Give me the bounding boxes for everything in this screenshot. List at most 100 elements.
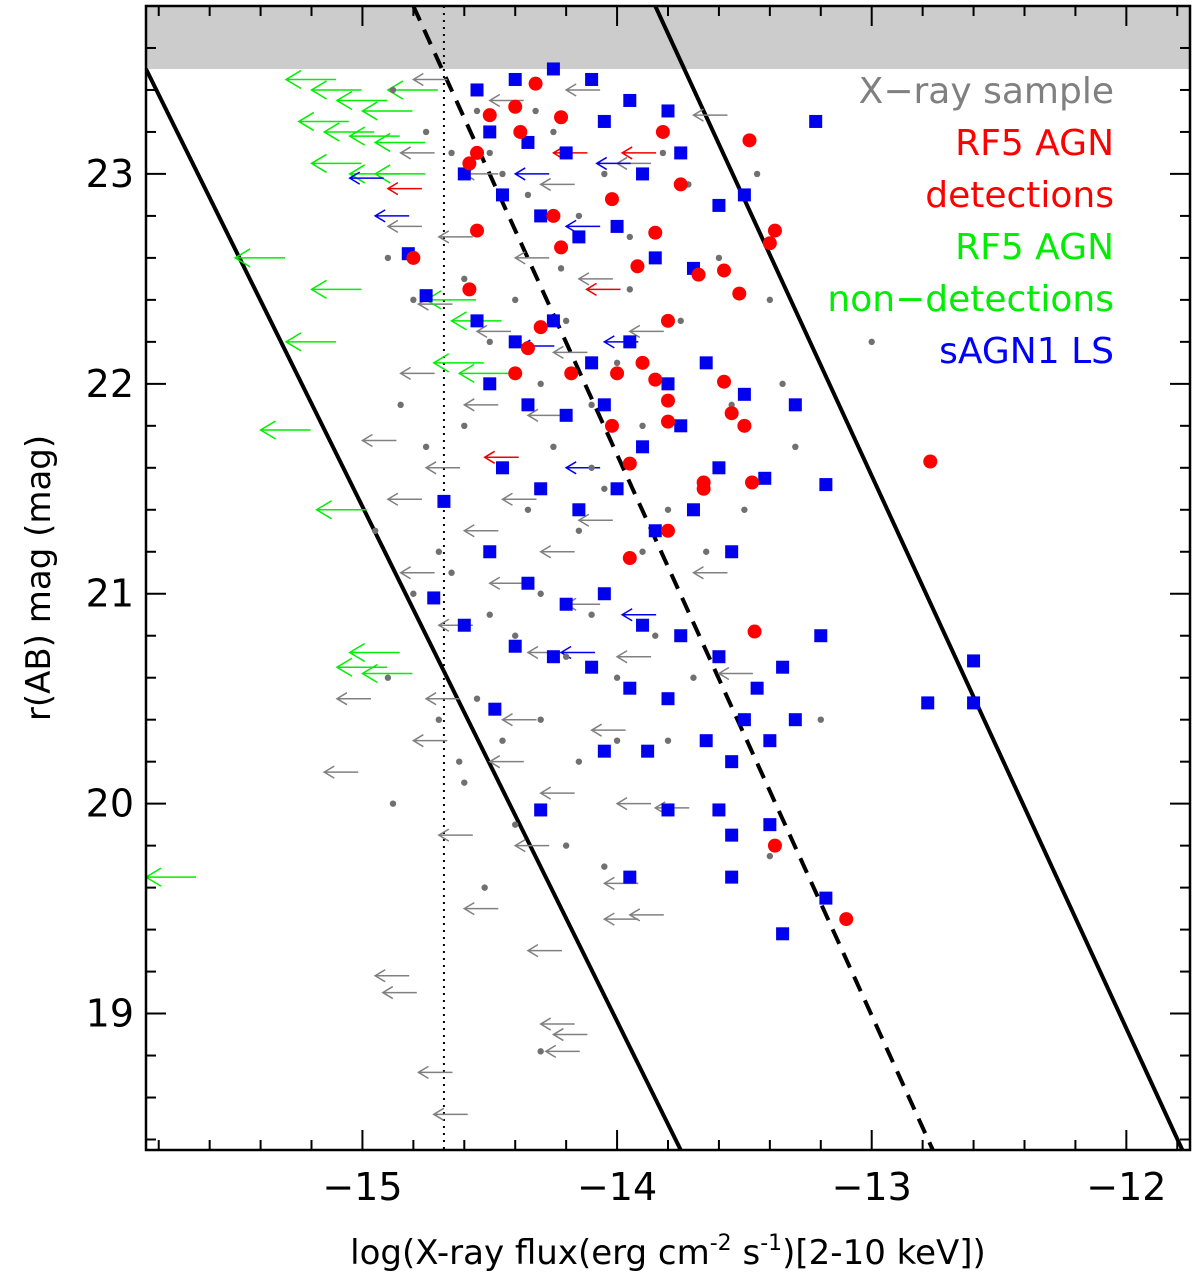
sagn1-ls-point bbox=[674, 146, 688, 160]
sagn1-ls-point bbox=[483, 377, 497, 391]
sagn1-ls-point bbox=[597, 587, 611, 601]
rf5-agn-non-detections-arrow bbox=[432, 353, 484, 373]
x-ray-sample-point bbox=[588, 611, 595, 618]
rf5-agn-detections-point bbox=[604, 192, 619, 207]
x-ray-sample-point bbox=[550, 128, 557, 136]
rf5-agn-detections-point bbox=[648, 372, 663, 387]
sagn1-ls-point bbox=[674, 629, 688, 643]
upper-limits-blue-arrow bbox=[513, 167, 550, 181]
upper-limits-grey-arrow bbox=[717, 666, 753, 681]
x-ray-sample-point bbox=[792, 443, 799, 451]
x-ray-sample-point bbox=[389, 800, 397, 807]
sagn1-ls-point bbox=[427, 591, 441, 605]
rf5-agn-detections-point bbox=[724, 406, 739, 421]
upper-limits-grey-arrow bbox=[424, 461, 461, 475]
x-ray-sample-point bbox=[613, 359, 621, 367]
rf5-agn-non-detections-arrow bbox=[233, 248, 286, 268]
rf5-agn-detections-point bbox=[462, 282, 477, 297]
rf5-agn-detections-point bbox=[508, 99, 523, 114]
x-ray-sample-point bbox=[512, 821, 519, 828]
x-ray-sample-point bbox=[397, 401, 404, 409]
sagn1-ls-point bbox=[508, 639, 522, 653]
upper-limits-red-arrow bbox=[620, 146, 657, 160]
sagn1-ls-point bbox=[636, 167, 650, 181]
x-ray-sample-point bbox=[741, 506, 748, 513]
x-ray-sample-point bbox=[461, 779, 468, 786]
sagn1-ls-point bbox=[712, 198, 726, 212]
x-ray-sample-point bbox=[613, 674, 621, 681]
x-ray-sample-point bbox=[652, 632, 659, 639]
sagn1-ls-point bbox=[470, 314, 484, 328]
x-ray-sample-point bbox=[481, 884, 488, 891]
rf5-agn-detections-point bbox=[762, 236, 777, 251]
x-ray-sample-point bbox=[532, 107, 539, 115]
x-ray-sample-point bbox=[639, 422, 646, 430]
upper-limits-grey-arrow bbox=[411, 734, 448, 748]
sagn1-ls-point bbox=[508, 72, 522, 86]
upper-limits-grey-arrow bbox=[539, 786, 575, 800]
upper-limits-grey-arrow bbox=[381, 985, 417, 1000]
upper-limits-grey-arrow bbox=[501, 492, 537, 506]
x-ray-sample-point bbox=[371, 527, 379, 534]
upper-limits-grey-arrow bbox=[539, 177, 575, 192]
x-tick-label: −12 bbox=[1086, 1165, 1166, 1209]
sagn1-ls-point bbox=[776, 660, 790, 674]
rf5-agn-detections-point bbox=[520, 341, 535, 356]
x-ray-sample-point bbox=[664, 737, 672, 744]
sagn1-ls-point bbox=[623, 335, 637, 349]
x-ray-sample-point bbox=[677, 317, 684, 325]
x-ray-sample-point bbox=[537, 716, 544, 723]
sagn1-ls-point bbox=[534, 482, 548, 496]
sagn1-ls-point bbox=[419, 289, 433, 303]
sagn1-ls-point bbox=[610, 482, 624, 496]
legend-entry: RF5 AGN bbox=[955, 227, 1114, 268]
upper-limits-grey-arrow bbox=[564, 83, 601, 97]
y-tick-label: 21 bbox=[86, 572, 134, 616]
sagn1-ls-point bbox=[661, 377, 675, 391]
x-ray-sample-point bbox=[639, 548, 646, 555]
sagn1-ls-point bbox=[921, 696, 935, 710]
sagn1-ls-point bbox=[819, 891, 833, 905]
x-ray-sample-point bbox=[384, 254, 392, 262]
x-ray-sample-point bbox=[524, 191, 532, 199]
sagn1-ls-point bbox=[674, 419, 688, 433]
x-ray-sample-point bbox=[499, 170, 506, 178]
rf5-agn-detections-point bbox=[747, 624, 762, 639]
sagn1-ls-point bbox=[788, 713, 802, 727]
upper-limits-grey-arrow bbox=[615, 650, 652, 664]
sagn1-ls-point bbox=[610, 219, 624, 233]
x-ray-sample-point bbox=[626, 286, 634, 293]
sagn1-ls-point bbox=[661, 803, 675, 817]
upper-limits-red-arrow bbox=[585, 282, 621, 297]
x-ray-sample-point bbox=[389, 86, 397, 94]
rf5-agn-detections-point bbox=[673, 177, 688, 192]
rf5-agn-detections-point bbox=[767, 838, 782, 853]
x-ray-sample-point bbox=[562, 317, 570, 325]
x-ray-sample-point bbox=[448, 569, 455, 576]
upper-limits-grey-arrow bbox=[432, 1107, 468, 1121]
rf5-agn-detections-point bbox=[554, 110, 569, 125]
upper-limits-grey-arrow bbox=[539, 545, 575, 559]
x-ray-sample-point bbox=[410, 296, 417, 304]
rf5-agn-detections-point bbox=[630, 259, 645, 274]
upper-limits-red-arrow bbox=[386, 181, 422, 196]
rf5-agn-detections-point bbox=[554, 240, 569, 255]
upper-limits-grey-arrow bbox=[437, 230, 473, 244]
upper-limits-grey-arrow bbox=[501, 713, 537, 727]
rf5-agn-non-detections-arrow bbox=[315, 500, 367, 520]
x-ray-sample-point bbox=[456, 758, 463, 765]
sagn1-ls-point bbox=[457, 618, 471, 632]
sagn1-ls-point bbox=[623, 93, 637, 107]
rf5-agn-non-detections-arrow bbox=[386, 80, 438, 100]
upper-limits-blue-arrow bbox=[595, 156, 631, 171]
rf5-agn-detections-point bbox=[732, 286, 747, 301]
sagn1-ls-point bbox=[483, 125, 497, 139]
sagn1-ls-point bbox=[712, 461, 726, 475]
y-tick-label: 19 bbox=[86, 992, 134, 1036]
x-ray-sample-point bbox=[435, 548, 443, 555]
sagn1-ls-point bbox=[437, 494, 451, 508]
rf5-agn-detections-point bbox=[604, 418, 619, 433]
sagn1-ls-point bbox=[636, 440, 650, 454]
sagn1-ls-point bbox=[623, 681, 637, 695]
